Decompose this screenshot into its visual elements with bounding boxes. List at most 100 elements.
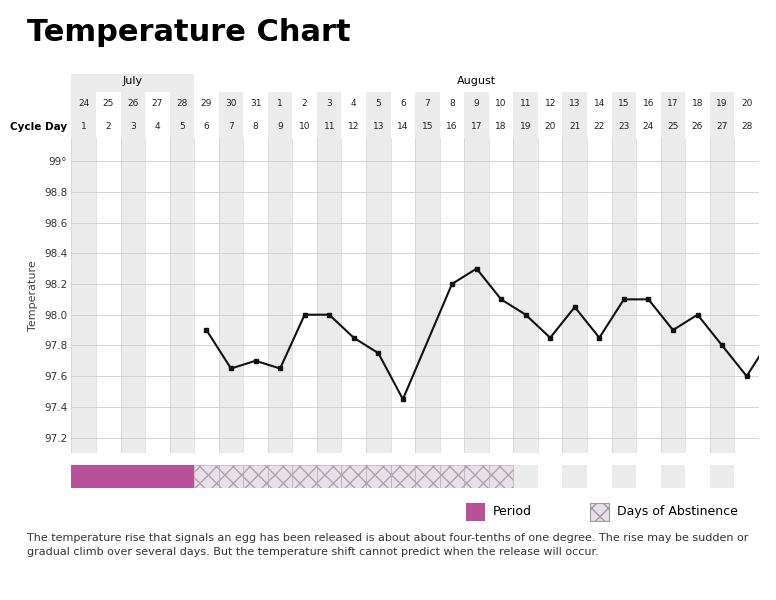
Y-axis label: Temperature: Temperature [29,260,39,331]
Bar [390,465,415,488]
Text: 12: 12 [348,122,359,131]
Text: 9: 9 [277,122,283,131]
Text: Period: Period [493,505,532,518]
Text: 4: 4 [351,99,357,108]
Bar [464,138,489,453]
Bar [440,465,464,488]
Bar [587,138,611,453]
Bar [341,138,366,453]
Bar [120,465,145,488]
Text: 18: 18 [495,122,507,131]
Bar [170,465,194,488]
Bar [268,465,293,488]
Text: 16: 16 [446,122,458,131]
Text: 19: 19 [716,99,728,108]
Bar [464,465,489,488]
Bar [194,465,219,488]
Text: 4: 4 [154,122,160,131]
Bar [660,465,685,488]
Text: 11: 11 [520,99,532,108]
Text: 11: 11 [324,122,335,131]
Bar [268,138,293,453]
Text: 1: 1 [277,99,283,108]
Bar [293,138,317,453]
Bar [514,465,538,488]
Text: July: July [123,76,143,86]
Text: 29: 29 [201,99,212,108]
Text: 14: 14 [397,122,409,131]
Text: 3: 3 [327,99,332,108]
Text: 28: 28 [741,122,753,131]
Text: 27: 27 [151,99,163,108]
Text: 25: 25 [667,122,679,131]
Bar [194,138,219,453]
Bar [293,465,317,488]
Text: Temperature Chart: Temperature Chart [27,18,351,47]
Text: 7: 7 [228,122,234,131]
Text: 26: 26 [127,99,138,108]
Bar [219,138,244,453]
Bar [734,138,759,453]
Bar [489,465,514,488]
Text: 10: 10 [495,99,507,108]
Bar [71,465,96,488]
Text: 24: 24 [643,122,654,131]
Bar [685,465,710,488]
Bar [96,465,120,488]
Bar [317,465,341,488]
Text: 5: 5 [376,99,381,108]
Bar [170,465,194,488]
Text: 13: 13 [569,99,580,108]
Bar [366,138,390,453]
Text: 23: 23 [618,122,629,131]
Text: 31: 31 [250,99,262,108]
Bar [219,465,244,488]
Bar [685,138,710,453]
Text: 17: 17 [667,99,679,108]
Text: 1: 1 [81,122,87,131]
Text: 28: 28 [176,99,188,108]
Bar [636,465,660,488]
Bar [636,138,660,453]
Text: 15: 15 [618,99,629,108]
Bar [660,138,685,453]
Bar [390,465,415,488]
Bar [611,465,636,488]
Bar [293,465,317,488]
Bar [219,465,244,488]
Text: 9: 9 [473,99,480,108]
Bar [440,465,464,488]
Text: 24: 24 [78,99,89,108]
Text: 5: 5 [179,122,185,131]
Bar [341,465,366,488]
Bar [71,465,96,488]
Bar [317,465,341,488]
Text: 21: 21 [569,122,580,131]
Bar [390,138,415,453]
Bar [120,138,145,453]
Bar [317,138,341,453]
Text: 3: 3 [130,122,136,131]
Bar [710,138,734,453]
Bar [96,465,120,488]
Text: 6: 6 [203,122,210,131]
Text: 25: 25 [102,99,114,108]
Bar [538,465,563,488]
Bar [464,465,489,488]
Text: 6: 6 [400,99,406,108]
Text: 20: 20 [741,99,753,108]
Bar [710,465,734,488]
Bar [587,465,611,488]
Bar [415,465,440,488]
Text: 8: 8 [253,122,258,131]
Bar [611,138,636,453]
Text: 18: 18 [691,99,703,108]
Bar [145,465,170,488]
Text: The temperature rise that signals an egg has been released is about about four-t: The temperature rise that signals an egg… [27,533,749,557]
Bar [145,138,170,453]
Text: 27: 27 [716,122,728,131]
Bar [563,465,587,488]
Text: 8: 8 [449,99,455,108]
Text: 16: 16 [643,99,654,108]
Bar [415,138,440,453]
